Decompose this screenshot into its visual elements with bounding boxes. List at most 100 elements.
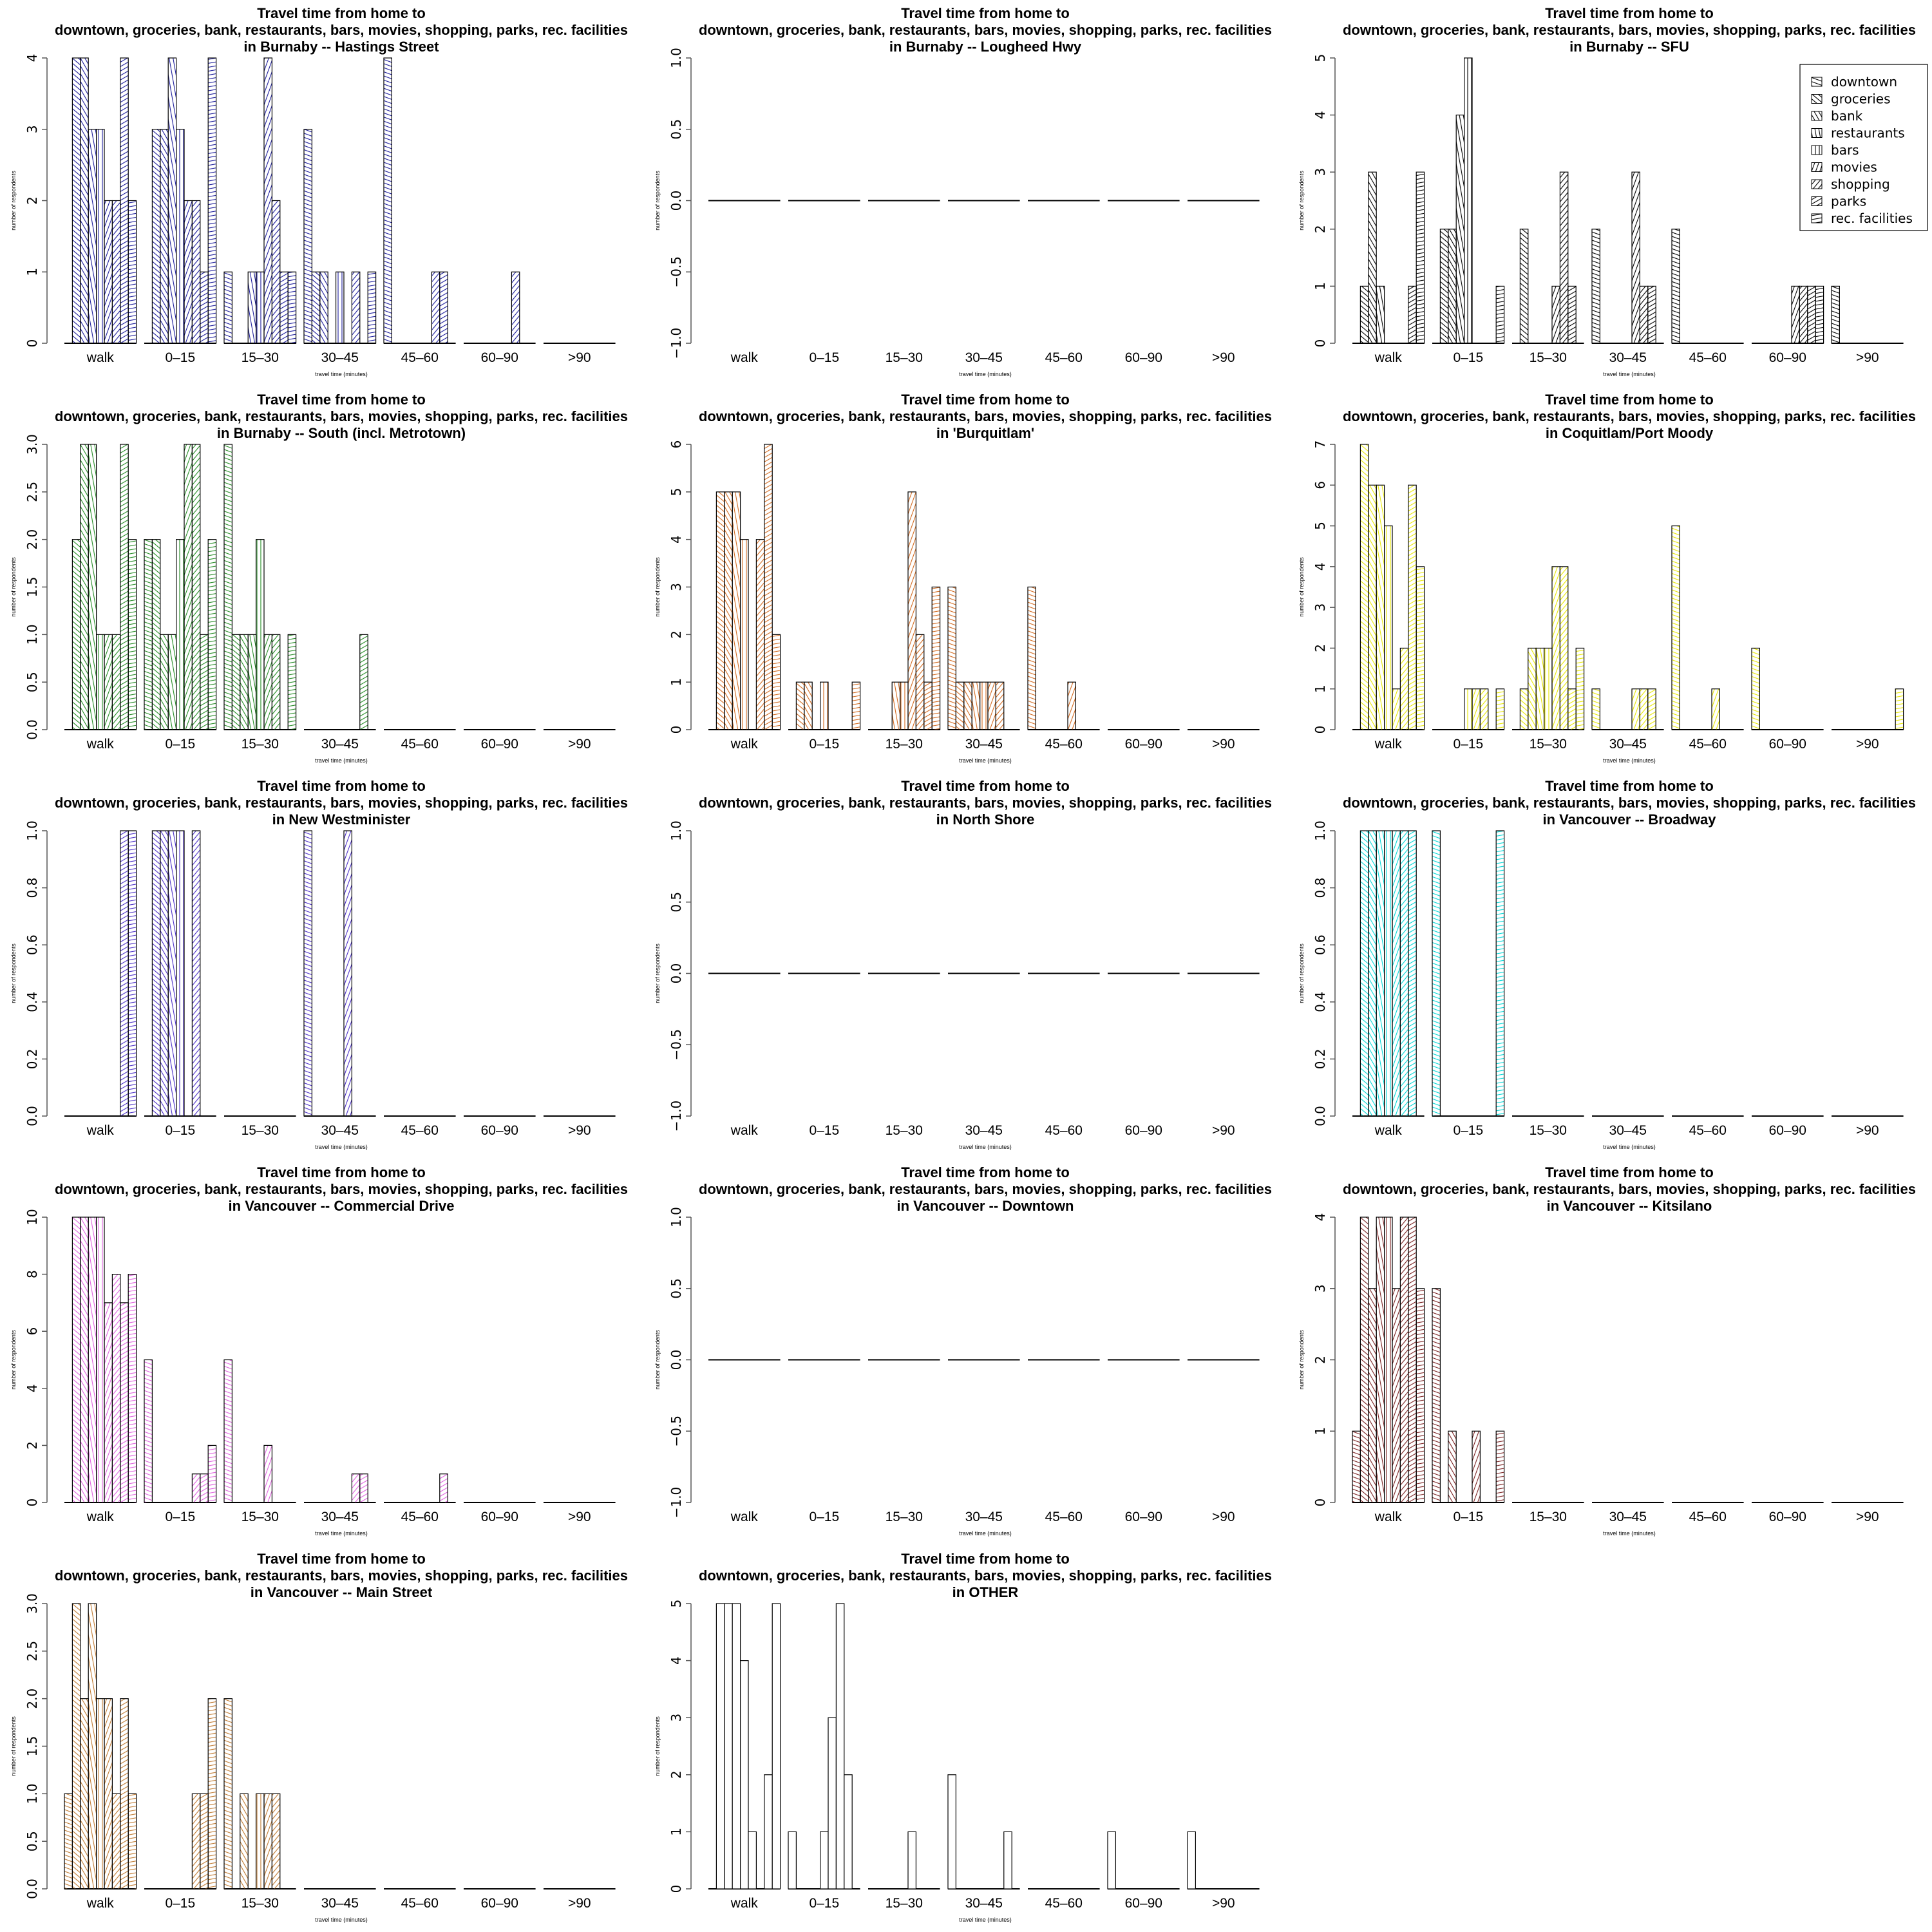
x-tick-label: >90: [568, 350, 591, 365]
y-tick-label: 1: [668, 678, 684, 687]
bar-shopping: [271, 634, 281, 730]
y-tick-label: 0: [1312, 726, 1328, 734]
chart-title-line: downtown, groceries, bank, restaurants, …: [55, 22, 628, 38]
bar-bars: [96, 1698, 105, 1889]
bar-bars: [1464, 688, 1473, 730]
y-axis-title: number of respondents: [654, 171, 661, 231]
y-axis-title: number of respondents: [1298, 943, 1305, 1003]
bar-movies: [1791, 285, 1800, 344]
x-tick-label: walk: [1374, 1510, 1403, 1524]
bar-shopping: [1479, 688, 1489, 730]
bar-bank: [80, 57, 89, 344]
y-tick-label: 0.0: [24, 1106, 40, 1126]
bar-groceries: [795, 681, 805, 730]
bar-downtown: [1432, 1288, 1441, 1503]
x-tick-label: >90: [1212, 1123, 1235, 1138]
x-tick-label: >90: [1856, 1123, 1879, 1138]
y-tick-label: 3: [1312, 603, 1328, 612]
bar-bank: [1448, 229, 1457, 344]
x-tick-label: 45–60: [401, 1123, 439, 1138]
y-tick-label: 0.6: [24, 934, 40, 955]
chart-title-line: in Vancouver -- Downtown: [896, 1198, 1074, 1214]
bar-downtown: [1027, 586, 1036, 730]
x-tick-label: 45–60: [1045, 1510, 1083, 1524]
bar-downtown: [1671, 525, 1680, 730]
bar-groceries: [715, 491, 725, 730]
bar-shopping: [111, 634, 121, 730]
bar-downtown: [1591, 229, 1600, 344]
bar-groceries: [71, 1217, 81, 1503]
bar-shopping: [1639, 285, 1649, 344]
x-tick-label: >90: [568, 1123, 591, 1138]
bar-groceries: [1519, 229, 1529, 344]
bar-bank: [1368, 1288, 1377, 1503]
x-tick-label: >90: [1856, 737, 1879, 752]
x-tick-label: walk: [1374, 737, 1403, 752]
bar-groceries: [311, 271, 321, 344]
y-tick-label: 5: [668, 1600, 684, 1608]
x-tick-label: 0–15: [1453, 737, 1483, 752]
bar-movies: [1392, 830, 1401, 1117]
y-tick-label: 0.0: [1312, 1106, 1328, 1126]
bar-restaurants: [167, 830, 177, 1117]
chart-title-line: Travel time from home to: [257, 1164, 426, 1180]
chart-title-line: in Vancouver -- Main Street: [251, 1584, 433, 1600]
bar-groceries: [231, 634, 241, 730]
bar-shopping: [271, 200, 281, 344]
y-tick-label: 0.0: [24, 719, 40, 740]
bar-downtown: [144, 539, 153, 730]
bar-groceries: [71, 1603, 81, 1889]
bar-shopping: [1559, 171, 1569, 344]
bar-movies: [104, 200, 113, 344]
x-tick-label: >90: [1212, 1510, 1235, 1524]
bar-restaurants: [732, 491, 741, 730]
bar-movies: [1711, 688, 1720, 730]
y-axis-title: number of respondents: [10, 557, 17, 617]
x-tick-label: >90: [568, 1896, 591, 1911]
bar-bars: [256, 539, 265, 730]
legend-swatch: [1811, 213, 1823, 223]
chart-title-line: Travel time from home to: [1545, 1164, 1714, 1180]
bar-groceries: [1359, 444, 1369, 730]
bar-bars: [256, 1793, 265, 1889]
x-tick-label: 30–45: [321, 350, 359, 365]
legend-entry: movies: [1831, 160, 1877, 175]
x-tick-label: 30–45: [1609, 350, 1647, 365]
bar-downtown: [1352, 1430, 1361, 1503]
legend-swatch: [1811, 179, 1823, 189]
bar-rec-facilities: [772, 1603, 781, 1889]
bar-parks: [120, 830, 129, 1117]
bar-rec-facilities: [1416, 566, 1425, 730]
bar-groceries: [1439, 229, 1449, 344]
y-tick-label: 0.5: [668, 892, 684, 913]
legend-swatch: [1811, 94, 1823, 104]
bar-movies: [1392, 688, 1401, 730]
bar-shopping: [191, 1473, 201, 1503]
x-tick-label: 45–60: [1045, 350, 1083, 365]
x-axis-title: travel time (minutes): [315, 1144, 368, 1150]
bar-parks: [200, 634, 209, 730]
y-tick-label: 2.5: [24, 482, 40, 502]
bar-shopping: [1639, 688, 1649, 730]
bar-rec-facilities: [287, 271, 297, 344]
y-tick-label: 0.0: [668, 1350, 684, 1370]
bar-rec-facilities: [128, 1793, 137, 1889]
x-tick-label: 30–45: [965, 737, 1003, 752]
y-axis-title: number of respondents: [10, 1330, 17, 1390]
y-tick-label: −0.5: [668, 256, 684, 288]
bar-shopping: [1799, 285, 1808, 344]
x-tick-label: walk: [86, 1510, 115, 1524]
bar-restaurants: [167, 57, 177, 344]
chart-title-line: in Vancouver -- Broadway: [1543, 811, 1717, 828]
bar-movies: [1631, 688, 1640, 730]
y-tick-label: 3: [1312, 168, 1328, 176]
bar-downtown: [788, 1831, 797, 1889]
bar-shopping: [191, 830, 201, 1117]
x-tick-label: 0–15: [809, 350, 839, 365]
y-tick-label: 0.8: [24, 878, 40, 898]
y-tick-label: 0.5: [24, 1831, 40, 1852]
bar-parks: [279, 271, 289, 344]
bar-downtown: [223, 1698, 232, 1889]
x-tick-label: 60–90: [481, 350, 518, 365]
